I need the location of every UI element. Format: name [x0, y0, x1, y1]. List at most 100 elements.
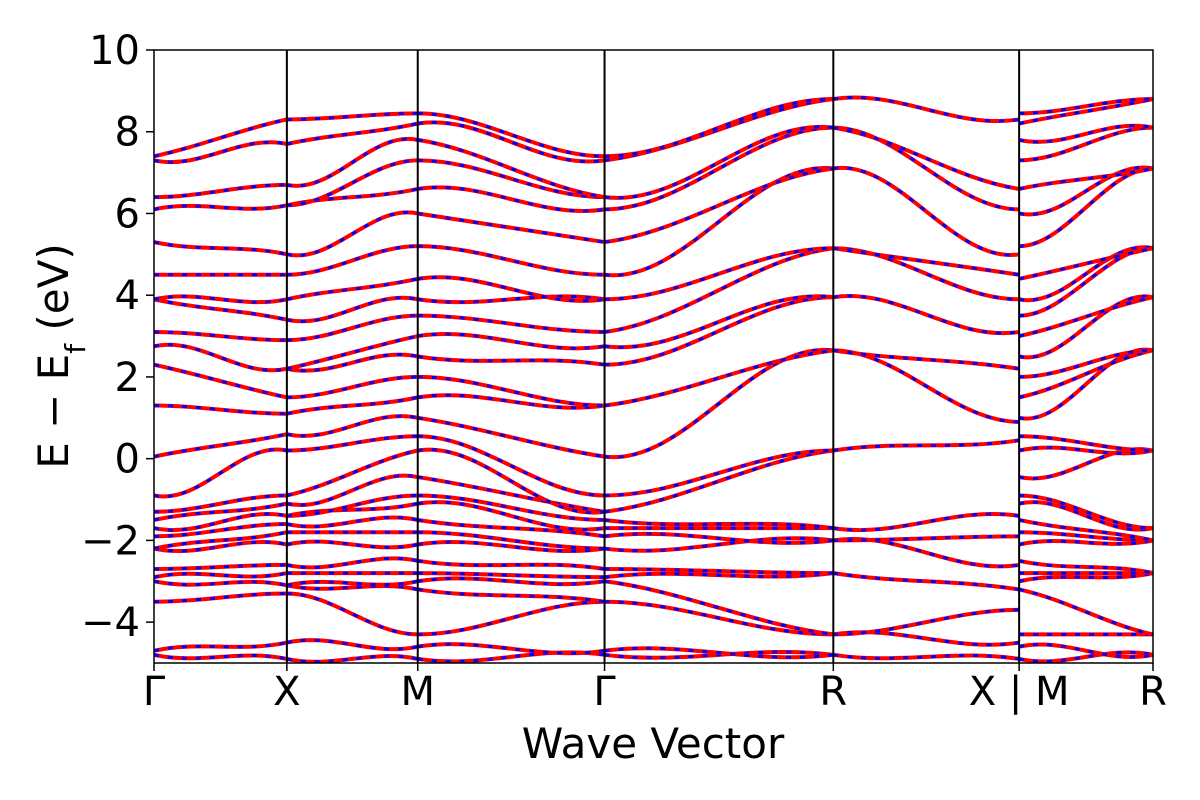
band-line-dashed — [604, 600, 834, 636]
band-line-dashed — [286, 434, 418, 452]
high-symmetry-lines — [285, 50, 1021, 663]
x-tick-label: R — [819, 669, 847, 715]
band-line-solid — [604, 448, 834, 514]
band-line-dashed — [286, 111, 418, 121]
band-line-dashed — [286, 353, 419, 373]
band-line-solid — [833, 125, 1020, 212]
band-line-solid — [417, 558, 605, 571]
band-line-dashed — [1018, 167, 1153, 191]
band-line-dashed — [286, 583, 419, 591]
x-axis-label: Wave Vector — [522, 719, 785, 768]
band-line-solid — [286, 539, 419, 550]
band-line-dashed — [604, 518, 834, 530]
band-line-dashed — [604, 536, 834, 553]
band-line-solid — [417, 517, 605, 539]
band-line-solid — [417, 599, 605, 637]
y-axis-label-subscript: f — [59, 343, 92, 354]
band-line-dashed — [286, 579, 419, 587]
band-line-dashed — [154, 140, 288, 164]
band-line-dashed — [1019, 97, 1153, 115]
band-line-dashed — [604, 567, 834, 575]
band-line-dashed — [1018, 348, 1153, 399]
band-line-dashed — [604, 167, 834, 244]
band-line-dashed — [604, 449, 834, 514]
band-line-dashed — [604, 532, 834, 545]
band-line-dashed — [604, 348, 834, 459]
band-line-solid — [417, 642, 605, 656]
band-line-solid — [1018, 295, 1153, 339]
band-line-solid — [833, 571, 1020, 592]
band-line-dashed — [604, 571, 834, 579]
band-line-dashed — [1018, 124, 1153, 144]
band-line-dashed — [417, 111, 605, 158]
band-line-dashed — [154, 592, 287, 604]
band-line-dashed — [286, 158, 418, 207]
band-line-solid — [286, 579, 419, 588]
band-line-dashed — [833, 126, 1020, 191]
x-tick-label: Γ — [143, 669, 166, 715]
band-line-solid — [417, 294, 605, 305]
band-line-dashed — [1018, 295, 1153, 338]
band-line-dashed — [286, 474, 419, 507]
band-line-dashed — [1018, 294, 1153, 359]
band-line-solid — [833, 534, 1020, 543]
band-line-dashed — [286, 277, 419, 301]
band-line-dashed — [604, 97, 834, 158]
band-line-dashed — [154, 522, 287, 538]
x-tick-label: Γ — [593, 669, 616, 715]
band-line-solid — [286, 244, 418, 277]
band-line-solid — [833, 511, 1020, 533]
band-line-solid — [286, 414, 419, 438]
band-line-dashed — [154, 540, 288, 553]
band-line-dashed — [1018, 165, 1153, 217]
band-line-dashed — [286, 414, 419, 438]
band-line-dashed — [286, 314, 418, 342]
band-line-dashed — [1018, 559, 1153, 575]
y-axis-label-main: E − E — [29, 354, 78, 469]
band-line-solid — [417, 111, 605, 159]
band-line-solid — [833, 537, 1020, 569]
band-line-dashed — [154, 641, 288, 653]
band-line-dashed — [286, 592, 418, 636]
band-line-dashed — [154, 512, 288, 532]
band-line-dashed — [286, 515, 419, 529]
band-line-solid — [417, 415, 605, 459]
x-axis-ticks: Γ X M Γ R X | M R — [143, 663, 1167, 715]
band-line-dashed — [154, 363, 288, 399]
band-line-dashed — [1019, 246, 1153, 318]
band-line-dashed — [1018, 446, 1153, 455]
band-line-solid — [604, 294, 834, 350]
band-line-dashed — [1019, 348, 1153, 379]
band-line-solid — [417, 244, 605, 277]
band-line-dashed — [604, 246, 834, 334]
band-line-dashed — [604, 246, 834, 301]
band-line-solid — [417, 313, 605, 334]
band-line-solid — [604, 124, 834, 200]
band-line-dashed — [604, 348, 834, 408]
band-line-solid — [286, 654, 419, 663]
band-line-dashed — [154, 118, 288, 158]
band-line-dashed — [1018, 246, 1153, 281]
band-line-dashed — [154, 240, 288, 256]
band-line-dashed — [154, 563, 287, 571]
band-line-dashed — [1019, 434, 1153, 452]
band-line-solid — [604, 579, 834, 637]
band-line-dashed — [286, 296, 419, 323]
band-line-dashed — [417, 138, 605, 199]
y-tick-label: 0 — [115, 437, 140, 483]
band-line-dashed — [1018, 587, 1153, 636]
band-line-solid — [833, 438, 1020, 453]
y-axis-label-unit: (eV) — [29, 243, 78, 344]
band-line-dashed — [1018, 447, 1153, 480]
band-line-dashed — [1018, 245, 1153, 302]
band-line-dashed — [1019, 493, 1153, 530]
band-line-dashed — [604, 650, 834, 660]
y-tick-label: 2 — [115, 355, 140, 401]
band-line-solid — [833, 607, 1020, 637]
band-line-dashed — [1018, 538, 1153, 546]
band-line-solid — [286, 374, 418, 400]
y-tick-label: 10 — [89, 28, 140, 74]
band-line-dashed — [286, 122, 419, 146]
band-line-solid — [417, 185, 605, 213]
band-line-dashed — [833, 246, 1020, 301]
